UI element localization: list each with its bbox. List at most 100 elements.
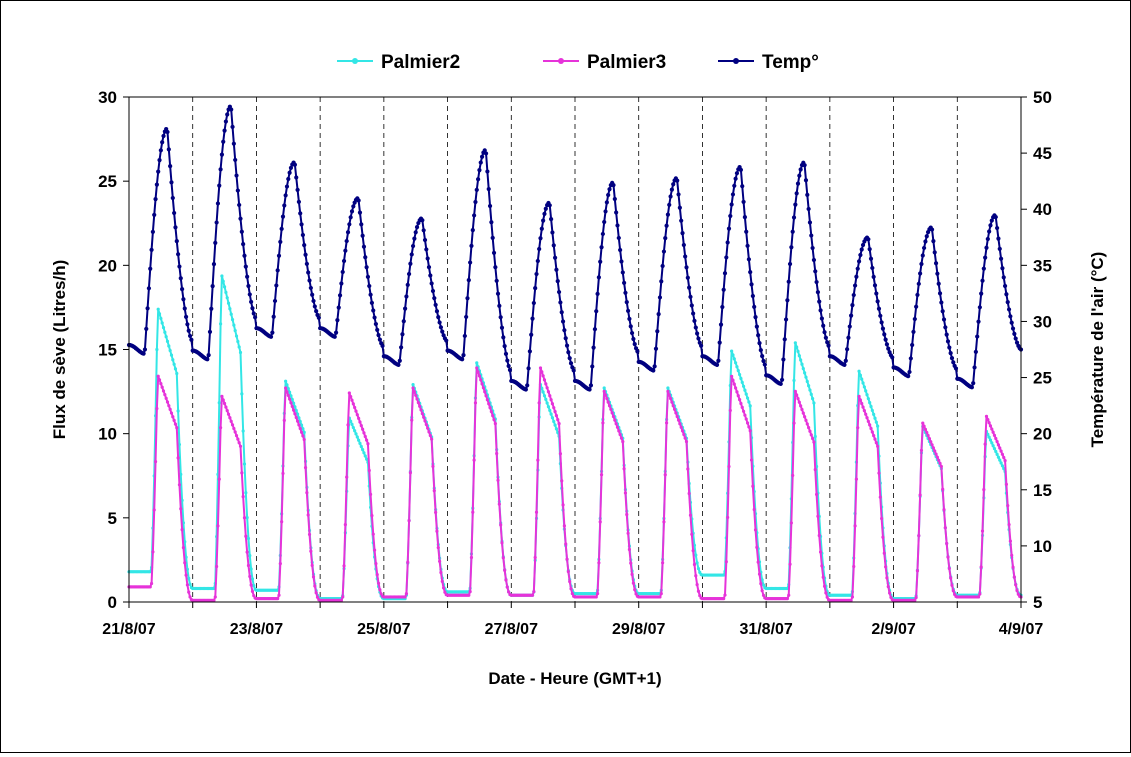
palmier3-point: [609, 407, 613, 411]
x-tick-label: 31/8/07: [739, 621, 792, 638]
palmier3-point: [410, 418, 414, 422]
palmier3-point: [799, 404, 803, 408]
temp-point: [474, 187, 479, 192]
palmier2-point: [797, 354, 801, 358]
temp-point: [931, 239, 936, 244]
temp-point: [213, 240, 218, 245]
palmier3-point: [339, 598, 343, 602]
palmier3-point: [866, 419, 870, 423]
palmier3-point: [495, 451, 499, 456]
palmier3-point: [606, 400, 610, 404]
temp-point: [221, 139, 226, 144]
palmier3-point: [922, 424, 926, 428]
palmier2-point: [226, 301, 231, 305]
palmier3-point: [314, 591, 318, 595]
temp-point: [279, 226, 284, 231]
palmier3-point: [430, 437, 434, 441]
temp-point: [1008, 314, 1013, 319]
palmier3-point: [929, 440, 933, 444]
temp-point: [849, 313, 854, 318]
palmier3-point: [238, 444, 243, 448]
temp-point: [493, 265, 498, 270]
palmier2-point: [745, 396, 750, 400]
palmier3-point: [218, 426, 223, 430]
temp-point: [756, 333, 761, 338]
temp-point: [555, 279, 560, 284]
temp-point: [406, 271, 412, 277]
palmier3-point: [913, 598, 917, 602]
temp-point: [886, 346, 891, 351]
temp-point: [425, 256, 430, 261]
palmier2-point: [168, 348, 172, 353]
temp-point: [182, 306, 187, 311]
palmier3-point: [538, 366, 543, 370]
palmier3-point: [468, 589, 472, 594]
palmier3-point: [1015, 588, 1019, 593]
palmier3-point: [873, 437, 877, 441]
temp-point: [466, 277, 471, 283]
palmier3-point: [996, 443, 1001, 447]
palmier3-point: [622, 467, 626, 471]
temp-point: [245, 274, 250, 279]
palmier3-point: [562, 524, 566, 528]
palmier3-point: [990, 427, 994, 431]
palmier3-point: [246, 563, 251, 568]
palmier3-point: [939, 464, 943, 469]
palmier3-point: [183, 561, 187, 565]
temp-point: [539, 226, 544, 231]
y-axis-label: Flux de sève (Litres/h): [50, 260, 69, 440]
palmier3-point: [850, 595, 855, 599]
palmier3-point: [676, 418, 681, 422]
palmier2-point: [241, 429, 245, 433]
palmier2-point: [1000, 464, 1005, 468]
temp-point: [614, 210, 619, 215]
temp-point: [183, 314, 189, 319]
palmier3-point: [679, 425, 683, 429]
temp-point: [401, 319, 406, 324]
palmier3-point: [858, 398, 862, 402]
temp-point: [410, 243, 416, 249]
palmier3-point: [184, 573, 188, 577]
temp-point: [728, 213, 733, 219]
temp-point: [806, 206, 811, 212]
palmier2-point: [297, 416, 301, 420]
palmier3-point: [607, 404, 612, 408]
palmier3-point: [565, 557, 569, 561]
temp-point: [988, 223, 993, 228]
temp-point: [811, 257, 817, 263]
palmier3-point: [404, 591, 409, 596]
temp-point: [680, 230, 685, 236]
palmier2-point: [411, 383, 415, 387]
temp-point: [858, 252, 863, 258]
temp-point: [241, 242, 246, 247]
palmier2-point: [177, 442, 182, 447]
temp-point: [854, 274, 859, 279]
palmier3-point: [1002, 455, 1006, 460]
temp-point: [876, 306, 882, 311]
palmier3-point: [252, 594, 256, 598]
palmier3-point: [346, 423, 350, 427]
temp-point: [349, 209, 355, 214]
palmier2-point: [365, 457, 369, 461]
palmier3-point: [236, 437, 240, 441]
temp-point: [339, 281, 344, 286]
palmier2-point: [999, 461, 1003, 465]
temp-point: [656, 312, 661, 317]
palmier3-point: [1000, 452, 1005, 456]
palmier3-point: [739, 401, 743, 406]
palmier3-point: [817, 533, 821, 538]
palmier3-point: [814, 492, 819, 496]
palmier2-point: [355, 435, 359, 439]
palmier3-point: [277, 593, 281, 597]
temp-point: [783, 317, 789, 322]
temp-point: [612, 196, 617, 202]
y-tick-label: 5: [108, 509, 117, 528]
palmier3-point: [747, 425, 751, 429]
palmier3-point: [423, 419, 427, 423]
palmier3-point: [501, 556, 505, 560]
palmier2-point: [857, 369, 861, 373]
palmier3-point: [343, 523, 347, 527]
temp-point: [619, 259, 624, 264]
palmier3-point: [876, 444, 880, 448]
palmier3-point: [634, 592, 638, 596]
